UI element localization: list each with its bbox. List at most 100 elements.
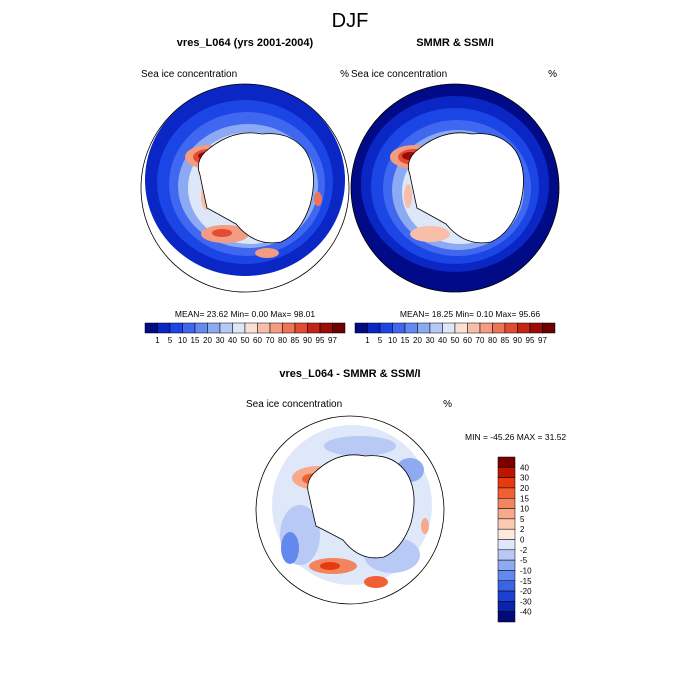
figure-title: DJF <box>332 10 369 32</box>
colorbar-tick-label: -30 <box>520 597 532 606</box>
colorbar-tick-label: 40 <box>520 463 529 472</box>
colorbar-tick-label: 90 <box>513 336 522 345</box>
colorbar-tick-label: 97 <box>538 336 547 345</box>
colorbar-swatch <box>404 322 418 334</box>
colorbar-swatch <box>497 508 516 520</box>
stats-line: MEAN= 23.62 Min= 0.00 Max= 98.01 <box>175 309 315 319</box>
colorbar-swatch <box>332 322 346 334</box>
panel-title: vres_L064 (yrs 2001-2004) <box>177 37 314 49</box>
colorbar-swatch <box>157 322 171 334</box>
colorbar-tick-label: 15 <box>520 494 529 503</box>
colorbar-tick-label: 30 <box>216 336 225 345</box>
colorbar-tick-label: 10 <box>520 505 529 514</box>
colorbar-tick-label: 50 <box>241 336 250 345</box>
colorbar-swatch <box>497 487 516 499</box>
colorbar-swatch <box>417 322 431 334</box>
colorbar-swatch <box>257 322 271 334</box>
colorbar-tick-label: 50 <box>451 336 460 345</box>
colorbar-swatch <box>442 322 456 334</box>
units-label: % <box>443 399 452 410</box>
colorbar-tick-label: 40 <box>228 336 237 345</box>
colorbar-tick-label: 2 <box>520 525 525 534</box>
units-label: % <box>548 69 557 80</box>
antarctica-landmass <box>307 454 415 559</box>
colorbar-swatch <box>497 611 516 623</box>
colorbar-tick-label: -2 <box>520 546 528 555</box>
colorbar-swatch <box>294 322 308 334</box>
panel-difference: vres_L064 - SMMR & SSM/I Sea ice concent… <box>246 368 566 623</box>
colorbar-swatch <box>497 456 516 468</box>
colorbar-tick-label: 20 <box>413 336 422 345</box>
colorbar-swatch <box>207 322 221 334</box>
colorbar-tick-label: 97 <box>328 336 337 345</box>
units-label: % <box>340 69 349 80</box>
colorbar-swatch <box>497 498 516 509</box>
stats-line: MEAN= 18.25 Min= 0.10 Max= 95.66 <box>400 309 540 319</box>
colorbar-swatch <box>492 322 506 334</box>
colorbar-tick-label: 70 <box>476 336 485 345</box>
colorbar-swatch <box>307 322 321 334</box>
colorbar-swatch <box>497 528 516 540</box>
colorbar-tick-label: 30 <box>520 474 529 483</box>
colorbar-swatch <box>319 322 333 334</box>
colorbar-swatch <box>497 467 516 478</box>
colorbar-swatch <box>517 322 531 334</box>
panel-observations: SMMR & SSM/I Sea ice concentration % MEA… <box>350 37 560 345</box>
colorbar-swatch <box>504 322 518 334</box>
colorbar-tick-label: 80 <box>488 336 497 345</box>
colorbar-swatch <box>497 518 516 530</box>
colorbar-tick-label: 5 <box>520 515 525 524</box>
colorbar-tick-label: 85 <box>291 336 300 345</box>
colorbar-tick-label: 30 <box>426 336 435 345</box>
variable-label: Sea ice concentration <box>351 69 447 80</box>
colorbar-swatch <box>354 322 368 334</box>
colorbar-tick-label: 1 <box>155 336 160 345</box>
colorbar-tick-label: 0 <box>520 536 525 545</box>
colorbar-tick-label: 10 <box>388 336 397 345</box>
colorbar-tick-label: 95 <box>316 336 325 345</box>
variable-label: Sea ice concentration <box>141 69 237 80</box>
colorbar-swatch <box>542 322 556 334</box>
colorbar-swatch <box>392 322 406 334</box>
panel-title: SMMR & SSM/I <box>416 37 494 49</box>
colorbar-tick-label: 5 <box>378 336 383 345</box>
colorbar-swatch <box>497 559 516 571</box>
colorbar-tick-label: -10 <box>520 566 532 575</box>
colorbar-swatch <box>367 322 381 334</box>
colorbar-tick-label: 95 <box>526 336 535 345</box>
colorbar-swatch <box>429 322 443 334</box>
antarctica-landmass <box>197 132 314 244</box>
colorbar-tick-label: -5 <box>520 556 528 565</box>
variable-label: Sea ice concentration <box>246 399 342 410</box>
panel-model: vres_L064 (yrs 2001-2004) Sea ice concen… <box>140 37 350 345</box>
map-boundary <box>255 415 445 605</box>
map-boundary <box>140 83 350 293</box>
colorbar-swatch <box>379 322 393 334</box>
colorbar-swatch <box>497 539 516 551</box>
colorbar-tick-label: 1 <box>365 336 370 345</box>
colorbar-tick-label: 15 <box>191 336 200 345</box>
map-boundary <box>350 83 560 293</box>
colorbar-tick-label: 85 <box>501 336 510 345</box>
colorbar-tick-label: 15 <box>401 336 410 345</box>
colorbar-tick-label: -15 <box>520 577 532 586</box>
colorbar-model: 1 5 10 15 20 30 40 50 60 70 80 85 90 95 97 <box>144 322 346 345</box>
colorbar-swatch <box>169 322 183 334</box>
colorbar-tick-label: 20 <box>520 484 529 493</box>
colorbar-tick-label: 70 <box>266 336 275 345</box>
colorbar-swatch <box>244 322 258 334</box>
colorbar-swatch <box>194 322 208 334</box>
colorbar-tick-label: 80 <box>278 336 287 345</box>
colorbar-swatch <box>467 322 481 334</box>
colorbar-swatch <box>232 322 246 334</box>
colorbar-tick-label: 90 <box>303 336 312 345</box>
colorbar-swatch <box>497 580 516 592</box>
colorbar-swatch <box>269 322 283 334</box>
colorbar-swatch <box>497 477 516 489</box>
colorbar-tick-label: 60 <box>253 336 262 345</box>
colorbar-swatch <box>497 601 516 612</box>
colorbar-swatch <box>497 590 516 602</box>
colorbar-tick-label: 60 <box>463 336 472 345</box>
